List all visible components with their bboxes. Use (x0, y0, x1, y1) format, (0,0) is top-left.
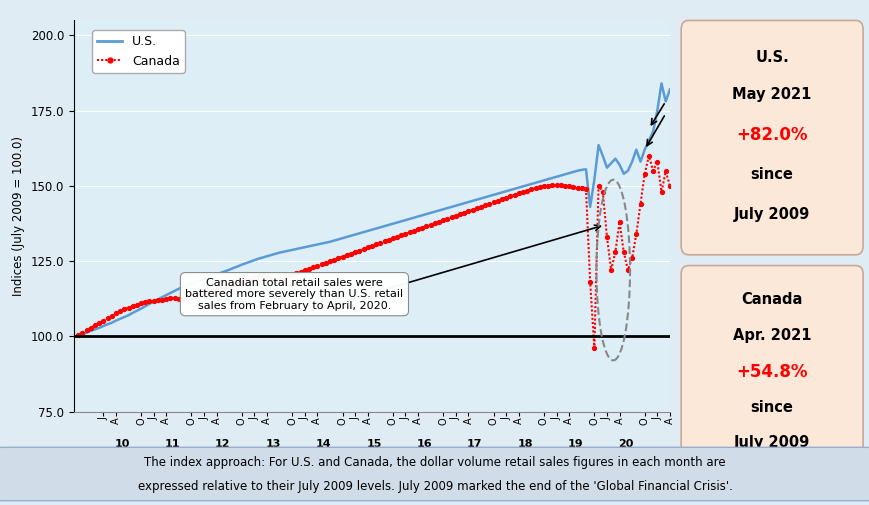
Text: 13: 13 (265, 439, 281, 448)
Text: 17: 17 (467, 439, 482, 448)
Text: U.S.: U.S. (754, 50, 788, 65)
Text: July 2009: July 2009 (733, 435, 809, 450)
FancyBboxPatch shape (680, 266, 862, 477)
Text: 11: 11 (164, 439, 180, 448)
Legend: U.S., Canada: U.S., Canada (92, 30, 185, 73)
Text: +82.0%: +82.0% (735, 126, 807, 144)
Text: July 2009: July 2009 (733, 207, 809, 222)
Text: 19: 19 (567, 439, 582, 448)
FancyBboxPatch shape (680, 20, 862, 255)
Text: since: since (750, 168, 793, 182)
Text: since: since (750, 400, 793, 415)
Text: expressed relative to their July 2009 levels. July 2009 marked the end of the 'G: expressed relative to their July 2009 le… (137, 480, 732, 493)
X-axis label: Year & Month: Year & Month (318, 452, 425, 467)
Y-axis label: Indices (July 2009 = 100.0): Indices (July 2009 = 100.0) (12, 136, 25, 296)
Text: 10: 10 (115, 439, 129, 448)
Text: 18: 18 (517, 439, 532, 448)
Text: Apr. 2021: Apr. 2021 (732, 328, 811, 343)
Text: May 2021: May 2021 (732, 87, 811, 102)
Text: 14: 14 (315, 439, 331, 448)
Text: +54.8%: +54.8% (735, 363, 807, 381)
Text: 16: 16 (416, 439, 432, 448)
Text: The index approach: For U.S. and Canada, the dollar volume retail sales figures : The index approach: For U.S. and Canada,… (144, 457, 725, 470)
Text: Canadian total retail sales were
battered more severely than U.S. retail
sales f: Canadian total retail sales were battere… (185, 278, 403, 311)
Text: Canada: Canada (740, 292, 802, 308)
Text: 20: 20 (618, 439, 633, 448)
Text: 12: 12 (215, 439, 230, 448)
Text: 15: 15 (366, 439, 381, 448)
FancyBboxPatch shape (0, 447, 869, 501)
